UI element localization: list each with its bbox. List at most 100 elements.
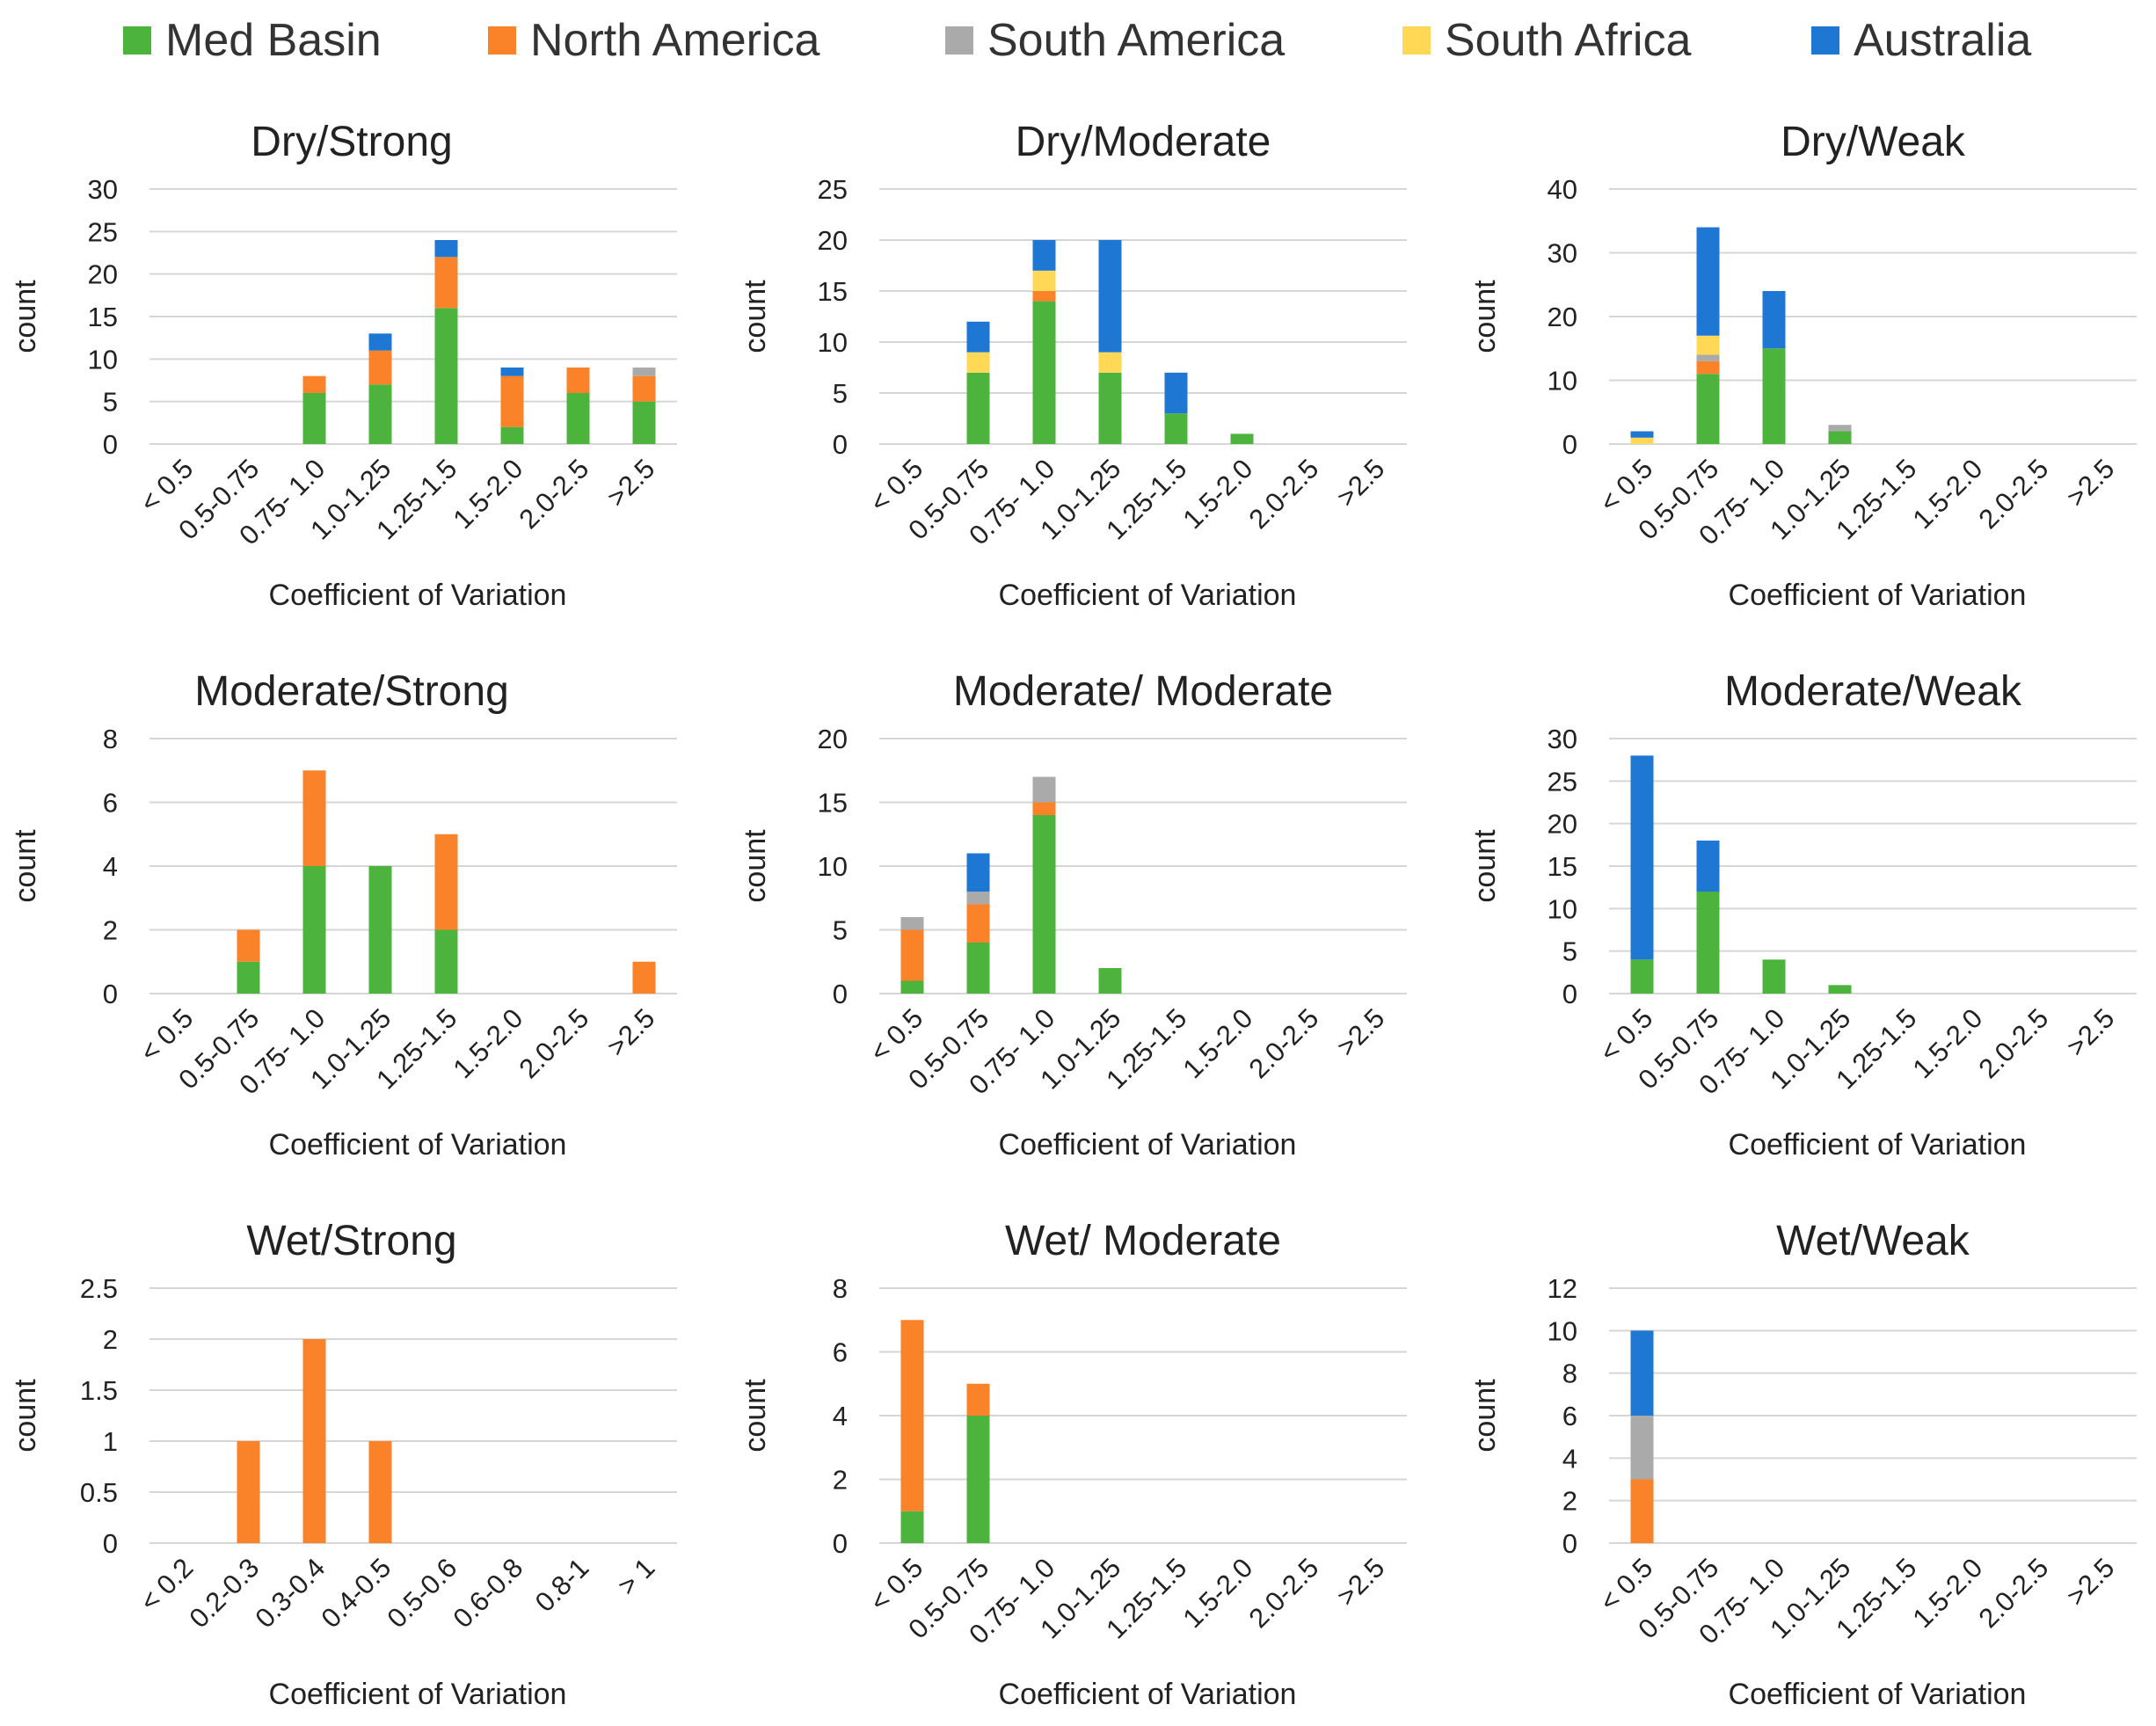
y-tick-label: 12 xyxy=(1548,1273,1577,1304)
chart-legend: Med Basin North America South America So… xyxy=(0,0,2156,70)
panel-title: Wet/Strong xyxy=(246,1218,456,1264)
y-tick-label: 0 xyxy=(103,1528,118,1559)
y-axis-label: count xyxy=(739,829,772,903)
x-tick-label: 1.5-2.0 xyxy=(1906,453,1988,535)
y-tick-label: 10 xyxy=(1548,893,1577,924)
legend-label-south-america: South America xyxy=(987,15,1286,66)
x-tick-label: 0.4-0.5 xyxy=(315,1552,397,1634)
bar-segment xyxy=(1032,291,1056,302)
bar-segment xyxy=(500,426,524,444)
bar-segment xyxy=(1032,815,1056,994)
y-tick-label: 4 xyxy=(1562,1443,1577,1474)
bar-segment xyxy=(434,929,458,994)
y-tick-label: 20 xyxy=(1548,809,1577,840)
y-tick-label: 8 xyxy=(1562,1358,1577,1389)
y-tick-label: 0 xyxy=(1562,1528,1577,1559)
bar-segment xyxy=(1032,776,1056,803)
bar-segment xyxy=(900,1511,924,1543)
y-tick-label: 0 xyxy=(103,979,118,1009)
bar-segment xyxy=(237,961,260,994)
y-tick-label: 8 xyxy=(103,724,118,754)
y-tick-label: 30 xyxy=(1548,724,1577,754)
x-tick-label: >2.5 xyxy=(601,453,660,513)
bar-segment xyxy=(1032,802,1056,815)
legend-swatch-north-america xyxy=(488,26,516,55)
x-tick-label: 1.5-2.0 xyxy=(1906,1002,1988,1084)
panel-title: Moderate/ Moderate xyxy=(953,668,1333,715)
bar-segment xyxy=(1828,985,1852,994)
y-tick-label: 4 xyxy=(833,1401,848,1431)
legend-item-australia: Australia xyxy=(1811,14,2031,67)
bar-segment xyxy=(500,375,524,427)
x-tick-label: 0.6-0.8 xyxy=(447,1552,528,1634)
y-tick-label: 20 xyxy=(818,724,848,754)
bar-segment xyxy=(1696,841,1720,892)
x-tick-label: 2.0-2.5 xyxy=(1972,453,2054,535)
y-tick-label: 6 xyxy=(1562,1401,1577,1431)
y-tick-label: 20 xyxy=(88,259,118,290)
y-tick-label: 40 xyxy=(1548,174,1577,205)
y-tick-label: 6 xyxy=(103,788,118,819)
legend-swatch-australia xyxy=(1811,26,1839,55)
bar-segment xyxy=(632,368,656,376)
y-tick-label: 2 xyxy=(1562,1486,1577,1517)
y-axis-label: count xyxy=(9,280,42,353)
y-axis-label: count xyxy=(739,280,772,353)
y-tick-label: 0.5 xyxy=(80,1477,118,1508)
bar-segment xyxy=(966,321,990,353)
bar-segment xyxy=(237,1441,260,1543)
bar-segment xyxy=(434,308,458,444)
y-tick-label: 2 xyxy=(103,1324,118,1355)
x-tick-label: >2.5 xyxy=(1330,453,1390,513)
x-tick-label: 2.0-2.5 xyxy=(513,1002,594,1084)
x-axis-label: Coefficient of Variation xyxy=(1729,1678,2027,1711)
x-tick-label: 2.0-2.5 xyxy=(1972,1002,2054,1084)
x-axis-label: Coefficient of Variation xyxy=(269,579,567,612)
bar-segment xyxy=(566,368,590,393)
x-tick-label: 0.3-0.4 xyxy=(249,1552,331,1634)
x-tick-label: >2.5 xyxy=(1330,1552,1390,1612)
x-tick-label: >2.5 xyxy=(1330,1002,1390,1062)
x-tick-label: >2.5 xyxy=(2060,1552,2120,1612)
bar-segment xyxy=(900,917,924,930)
bar-segment xyxy=(966,352,990,373)
bar-segment xyxy=(900,980,924,994)
bar-segment xyxy=(1230,433,1254,444)
bar-segment xyxy=(1762,959,1786,994)
x-tick-label: 1.5-2.0 xyxy=(447,1002,528,1084)
panel-title: Dry/Weak xyxy=(1781,119,1966,165)
y-tick-label: 5 xyxy=(833,378,848,409)
x-axis-label: Coefficient of Variation xyxy=(1729,1128,2027,1162)
bar-segment xyxy=(632,401,656,444)
bar-segment xyxy=(1696,892,1720,994)
x-tick-label: 0.2-0.3 xyxy=(183,1552,265,1634)
y-tick-label: 10 xyxy=(818,327,848,358)
bar-segment xyxy=(368,384,392,444)
y-tick-label: 25 xyxy=(818,174,848,205)
y-tick-label: 2.5 xyxy=(80,1273,118,1304)
bar-segment xyxy=(500,368,524,376)
y-tick-label: 0 xyxy=(833,979,848,1009)
y-tick-label: 0 xyxy=(1562,429,1577,460)
y-tick-label: 20 xyxy=(1548,302,1577,332)
bar-segment xyxy=(632,375,656,402)
x-axis-label: Coefficient of Variation xyxy=(1729,579,2027,612)
legend-item-south-africa: South Africa xyxy=(1402,14,1691,67)
bar-segment xyxy=(302,866,326,994)
y-tick-label: 25 xyxy=(88,216,118,247)
bar-segment xyxy=(1630,1479,1654,1543)
legend-item-north-america: North America xyxy=(488,14,819,67)
bar-segment xyxy=(1098,240,1122,353)
panel-title: Wet/ Moderate xyxy=(1005,1218,1281,1264)
bar-segment xyxy=(1762,291,1786,349)
y-tick-label: 6 xyxy=(833,1337,848,1368)
bar-segment xyxy=(966,892,990,905)
y-tick-label: 5 xyxy=(833,915,848,946)
y-tick-label: 20 xyxy=(818,225,848,256)
y-tick-label: 8 xyxy=(833,1273,848,1304)
bar-segment xyxy=(434,834,458,930)
bar-segment xyxy=(368,333,392,351)
x-axis-label: Coefficient of Variation xyxy=(999,1128,1297,1162)
bar-segment xyxy=(966,904,990,943)
